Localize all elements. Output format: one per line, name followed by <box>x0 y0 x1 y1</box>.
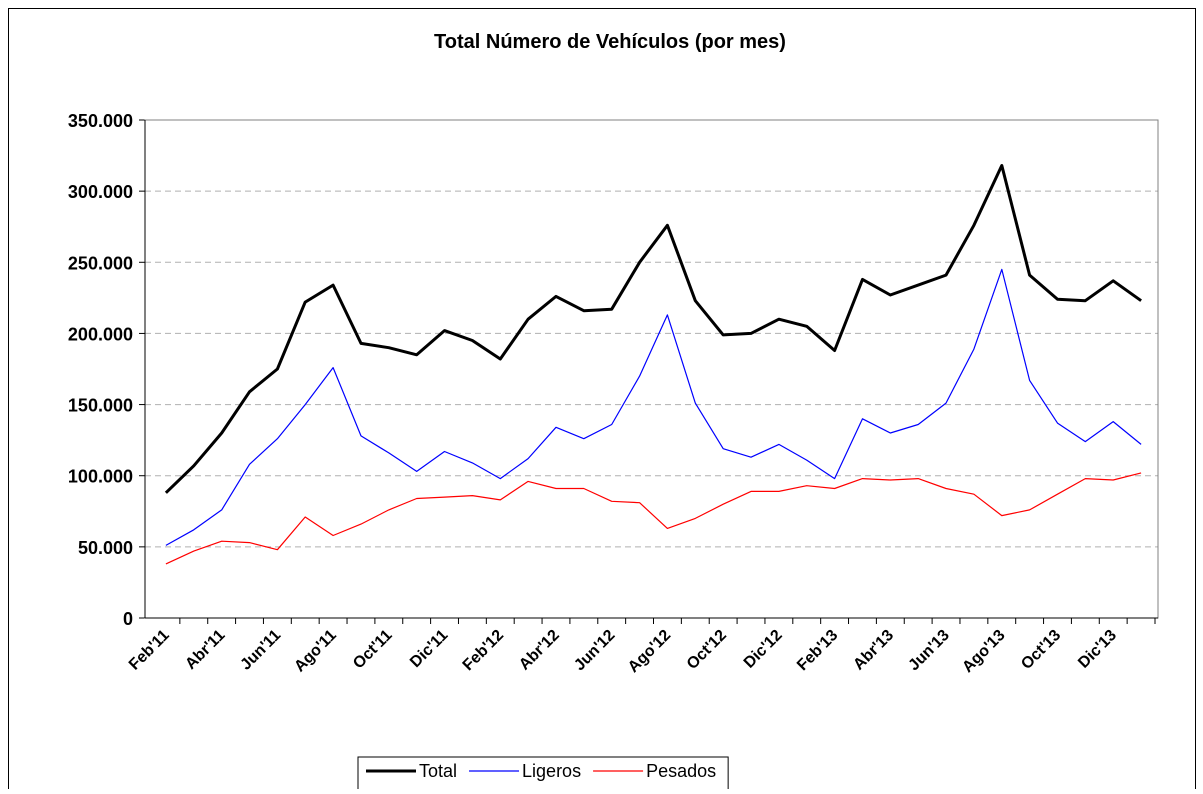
legend: Total Ligeros Pesados <box>357 756 729 794</box>
y-tick-label: 100.000 <box>68 467 133 487</box>
y-tick-label: 250.000 <box>68 253 133 273</box>
series-line <box>165 472 1142 565</box>
chart-frame <box>8 8 1196 794</box>
y-tick-label: 200.000 <box>68 324 133 344</box>
y-tick-label: 150.000 <box>68 396 133 416</box>
series-line <box>165 268 1142 546</box>
y-tick-label: 0 <box>123 609 133 629</box>
legend-label: Pesados <box>646 761 716 781</box>
y-tick-label: 350.000 <box>68 111 133 131</box>
y-tick-label: 50.000 <box>78 538 133 558</box>
legend-box <box>357 756 729 794</box>
legend-label: Ligeros <box>522 761 581 781</box>
series-line <box>164 164 1142 494</box>
legend-label: Total <box>419 761 457 781</box>
chart-title: Total Número de Vehículos (por mes) <box>434 31 786 53</box>
y-tick-label: 300.000 <box>68 182 133 202</box>
